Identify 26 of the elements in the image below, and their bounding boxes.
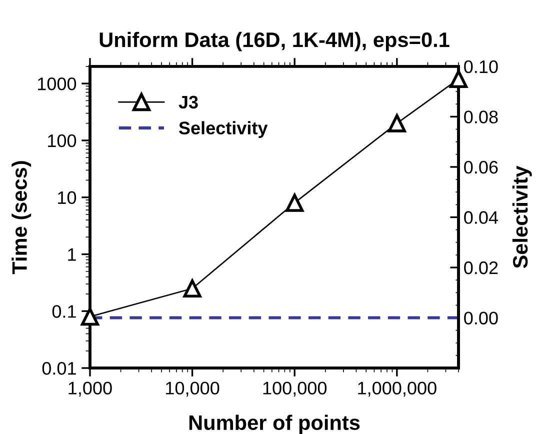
y-tick-label: 1000 <box>38 77 76 90</box>
y-axis-title: Time (secs) <box>12 161 32 274</box>
y-tick-label: 100 <box>48 134 76 148</box>
point <box>388 114 406 132</box>
legend-label: Selectivity <box>178 121 268 138</box>
point <box>286 194 304 212</box>
y2-tick-label: 0.06 <box>464 160 498 174</box>
y-tick-label: 0.1 <box>52 305 76 318</box>
chart-title: Uniform Data (16D, 1K-4M), eps=0.1 <box>100 32 450 52</box>
x-tick-label: 100,000 <box>263 382 327 397</box>
point <box>80 308 99 326</box>
y2-tick-label: 0.02 <box>464 261 498 274</box>
y2-tick-label: 0.00 <box>464 312 498 324</box>
x-axis-title: Number of points <box>189 414 360 434</box>
y2-tick-label: 0.04 <box>464 211 498 224</box>
y-tick-label: 10 <box>58 191 76 204</box>
x-tick-label: 1,000 <box>68 382 112 397</box>
x-tick-label: 10,000 <box>166 382 220 397</box>
y2-axis-title: Selectivity <box>512 166 532 268</box>
legend-label: J3 <box>178 96 198 109</box>
y-tick-label: 1 <box>68 248 76 261</box>
point <box>183 279 202 298</box>
y-tick-label: 0.01 <box>42 362 76 375</box>
y2-tick-label: 0.08 <box>464 110 498 124</box>
y2-tick-label: 0.10 <box>464 60 498 74</box>
x-tick-label: 1,000,000 <box>358 382 436 397</box>
